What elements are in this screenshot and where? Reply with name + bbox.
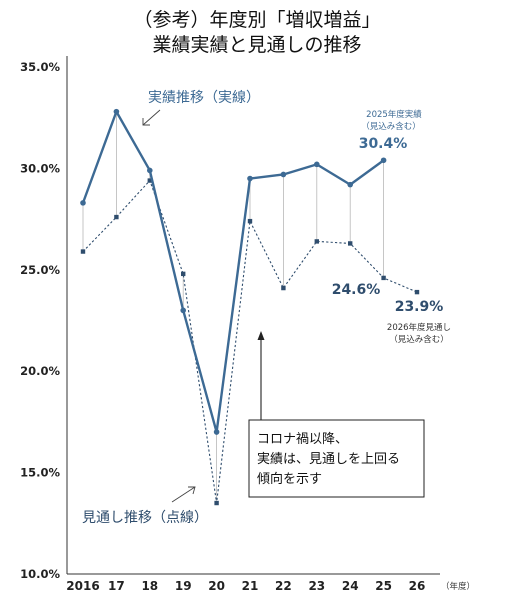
fy2025-actual-value: 30.4% (359, 136, 408, 152)
labels: 実績推移（実線）見通し推移（点線）2025年度実績（見込み含む）30.4%24.… (82, 90, 451, 526)
actual-label-arrow-head (142, 118, 150, 126)
x-tick-label: 20 (208, 579, 225, 593)
y-tick-label: 25.0% (20, 263, 60, 277)
forecast-data-point (414, 289, 420, 295)
actual-series-line (81, 110, 385, 434)
x-tick-label: 24 (342, 579, 359, 593)
forecast-data-point (281, 285, 286, 291)
x-axis-unit-label: （年度） (441, 581, 475, 592)
forecast-data-point (181, 271, 186, 277)
fy2025-actual-caption-sub: （見込み含む） (361, 121, 421, 132)
forecast-data-point (114, 214, 119, 220)
axes: 10.0% 15.0% 20.0% 25.0% 30.0% 35.0% 2016 17 18 19… (20, 56, 475, 593)
x-tick-label: 25 (375, 579, 392, 593)
callout-text-line-2: 実績は、見通しを上回る (257, 451, 400, 467)
fy2026-forecast-caption-sub: （見込み含む） (389, 334, 449, 345)
y-tick-label: 10.0% (20, 567, 60, 581)
forecast-series-label: 見通し推移（点線） (82, 510, 208, 526)
actual-data-point (314, 161, 320, 168)
actual-series-label: 実績推移（実線） (148, 90, 260, 106)
chart-title-line-2: 業績実績と見通しの推移 (152, 34, 362, 56)
actual-data-point (380, 157, 387, 164)
fy2026-forecast-value: 23.9% (395, 299, 444, 315)
callout-arrow-head (257, 331, 265, 340)
x-tick-label: 19 (175, 579, 192, 593)
forecast-data-point (348, 241, 353, 246)
x-tick-label: 22 (275, 579, 292, 593)
callout-text-line-3: 傾向を示す (257, 471, 322, 487)
forecast-data-point (314, 239, 319, 244)
fy2025-forecast-value: 24.6% (332, 282, 381, 298)
y-tick-label: 15.0% (20, 466, 60, 480)
y-tick-label: 30.0% (20, 161, 60, 175)
forecast-series-line (82, 179, 418, 504)
forecast-data-point (214, 500, 219, 506)
x-tick-label: 26 (409, 579, 426, 593)
actual-data-point (347, 181, 354, 188)
actual-data-point (280, 171, 287, 178)
x-tick-label: 18 (141, 579, 158, 593)
actual-data-point (180, 307, 186, 314)
actual-data-point (147, 167, 153, 174)
forecast-data-point (147, 178, 152, 183)
forecast-data-point (381, 275, 386, 281)
actual-data-point (80, 200, 86, 206)
callout-text-line-1: コロナ禍以降、 (257, 431, 348, 447)
actual-data-point (213, 429, 220, 435)
x-tick-label: 2016 (66, 579, 99, 593)
fy2025-actual-caption: 2025年度実績 (366, 109, 422, 120)
forecast-label-arrow-head (188, 486, 196, 495)
forecast-data-point (247, 218, 253, 224)
actual-data-point (247, 175, 253, 182)
callout-box (248, 419, 425, 498)
y-tick-label: 20.0% (20, 364, 60, 378)
actual-label-arrow-shaft (142, 109, 161, 126)
chart-title-line-1: （参考）年度別「増収増益」 (133, 9, 381, 31)
actual-data-point (113, 108, 120, 115)
x-tick-label: 23 (308, 579, 325, 593)
forecast-label-arrow-shaft (171, 486, 196, 503)
fy2026-forecast-caption: 2026年度見通し (387, 322, 451, 333)
forecast-data-point (80, 249, 86, 254)
y-tick-label: 35.0% (20, 60, 60, 74)
x-tick-label: 21 (242, 579, 259, 593)
x-tick-label: 17 (108, 579, 125, 593)
series (80, 108, 420, 506)
